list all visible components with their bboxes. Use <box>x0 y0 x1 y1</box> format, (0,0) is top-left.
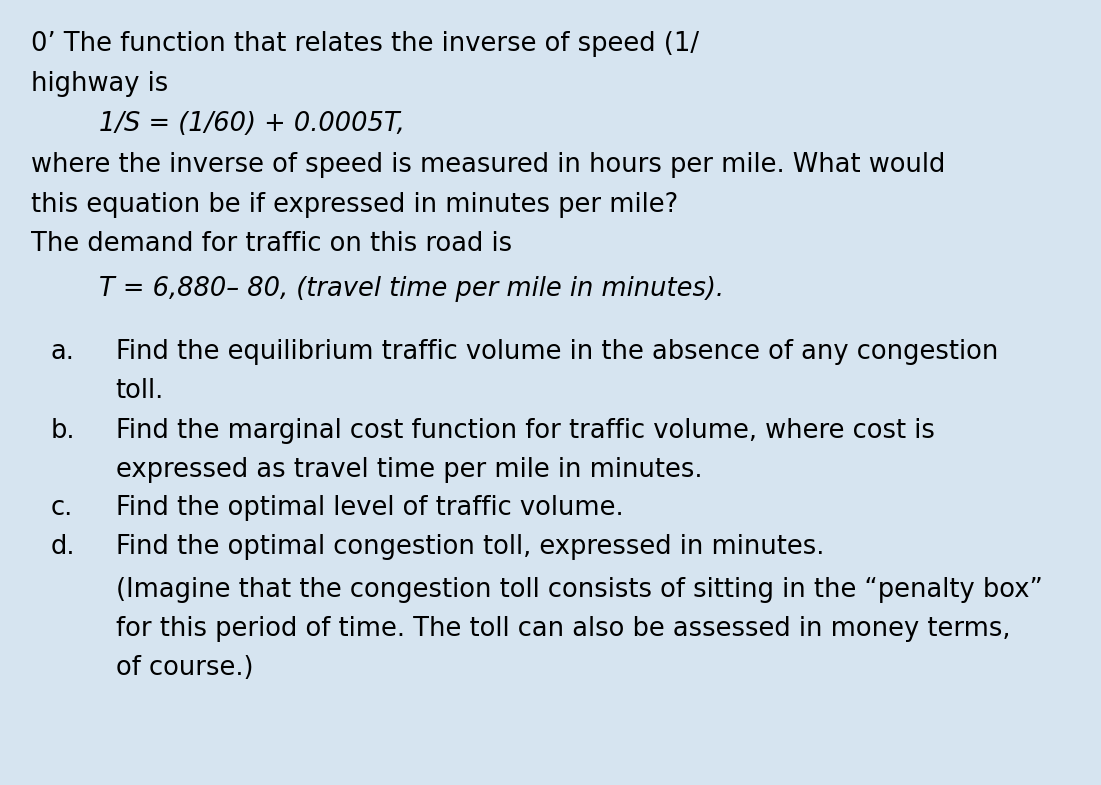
Text: of course.): of course.) <box>116 655 253 681</box>
Text: for this period of time. The toll can also be assessed in money terms,: for this period of time. The toll can al… <box>116 616 1010 642</box>
Text: Find the marginal cost function for traffic volume, where cost is: Find the marginal cost function for traf… <box>116 418 935 444</box>
Text: c.: c. <box>51 495 73 520</box>
Text: (Imagine that the congestion toll consists of sitting in the “penalty box”: (Imagine that the congestion toll consis… <box>116 577 1043 603</box>
Text: 0’ The function that relates the inverse of speed (1/: 0’ The function that relates the inverse… <box>31 31 699 57</box>
Text: T = 6,880– 80, (travel time per mile in minutes).: T = 6,880– 80, (travel time per mile in … <box>99 276 724 302</box>
Text: highway is: highway is <box>31 71 168 97</box>
Text: toll.: toll. <box>116 378 164 404</box>
Text: a.: a. <box>51 339 75 365</box>
Text: b.: b. <box>51 418 75 444</box>
Text: The demand for traffic on this road is: The demand for traffic on this road is <box>31 231 512 257</box>
Text: d.: d. <box>51 534 75 560</box>
Text: this equation be if expressed in minutes per mile?: this equation be if expressed in minutes… <box>31 192 678 217</box>
Text: Find the equilibrium traffic volume in the absence of any congestion: Find the equilibrium traffic volume in t… <box>116 339 998 365</box>
Text: Find the optimal level of traffic volume.: Find the optimal level of traffic volume… <box>116 495 623 520</box>
Text: 1/S = (1/60) + 0.0005T,: 1/S = (1/60) + 0.0005T, <box>99 111 405 137</box>
Text: expressed as travel time per mile in minutes.: expressed as travel time per mile in min… <box>116 457 702 483</box>
Text: where the inverse of speed is measured in hours per mile. What would: where the inverse of speed is measured i… <box>31 152 945 178</box>
Text: Find the optimal congestion toll, expressed in minutes.: Find the optimal congestion toll, expres… <box>116 534 824 560</box>
